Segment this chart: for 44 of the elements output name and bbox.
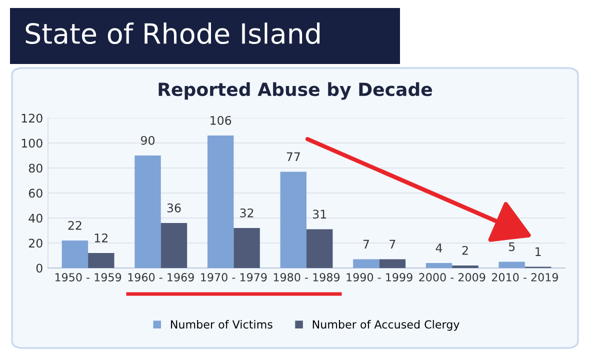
bar bbox=[234, 228, 260, 268]
bar bbox=[498, 262, 525, 268]
y-tick-label: 0 bbox=[36, 264, 42, 273]
x-tick-label: 1980 - 1989 bbox=[274, 273, 340, 282]
y-tick-label: 100 bbox=[22, 138, 42, 148]
data-label: 5 bbox=[509, 242, 515, 252]
bar bbox=[88, 253, 114, 268]
y-tick-label: 60 bbox=[28, 188, 42, 198]
bar bbox=[426, 263, 452, 268]
data-label: 12 bbox=[94, 233, 108, 242]
data-label: 36 bbox=[167, 203, 181, 212]
x-tick-label: 2010 - 2019 bbox=[492, 273, 558, 282]
data-label: 7 bbox=[363, 240, 369, 248]
data-label: 31 bbox=[312, 210, 326, 219]
y-tick-label: 120 bbox=[22, 114, 42, 123]
data-label: 32 bbox=[240, 208, 254, 218]
y-tick-label: 80 bbox=[28, 164, 42, 173]
bar bbox=[207, 136, 234, 268]
data-label: 2 bbox=[462, 246, 468, 255]
data-label: 77 bbox=[286, 152, 300, 161]
data-label: 7 bbox=[390, 240, 396, 248]
x-tick-label: 1950 - 1959 bbox=[55, 273, 122, 282]
bar bbox=[353, 259, 380, 268]
bar bbox=[379, 259, 406, 268]
data-label: 1 bbox=[536, 247, 541, 256]
chart-subtitle: Reported Abuse by Decade bbox=[158, 82, 432, 100]
bar bbox=[62, 240, 88, 268]
data-label: 4 bbox=[436, 244, 442, 252]
y-tick-label: 20 bbox=[28, 238, 42, 248]
chart-title: State of Rhode Island bbox=[26, 22, 320, 44]
bar bbox=[134, 156, 161, 268]
legend-label: Number of Victims bbox=[170, 320, 272, 329]
bar bbox=[280, 172, 306, 268]
data-label: 22 bbox=[68, 220, 82, 230]
bar bbox=[306, 229, 333, 268]
x-tick-label: 1990 - 1999 bbox=[346, 273, 412, 282]
x-tick-label: 1960 - 1969 bbox=[128, 273, 194, 282]
y-tick-label: 40 bbox=[28, 214, 42, 223]
legend-label: Number of Accused Clergy bbox=[312, 320, 460, 331]
data-label: 106 bbox=[210, 116, 232, 125]
x-tick-label: 2000 - 2009 bbox=[419, 273, 486, 282]
bar bbox=[160, 223, 188, 268]
x-tick-label: 1970 - 1979 bbox=[201, 273, 267, 282]
data-label: 90 bbox=[140, 136, 154, 145]
